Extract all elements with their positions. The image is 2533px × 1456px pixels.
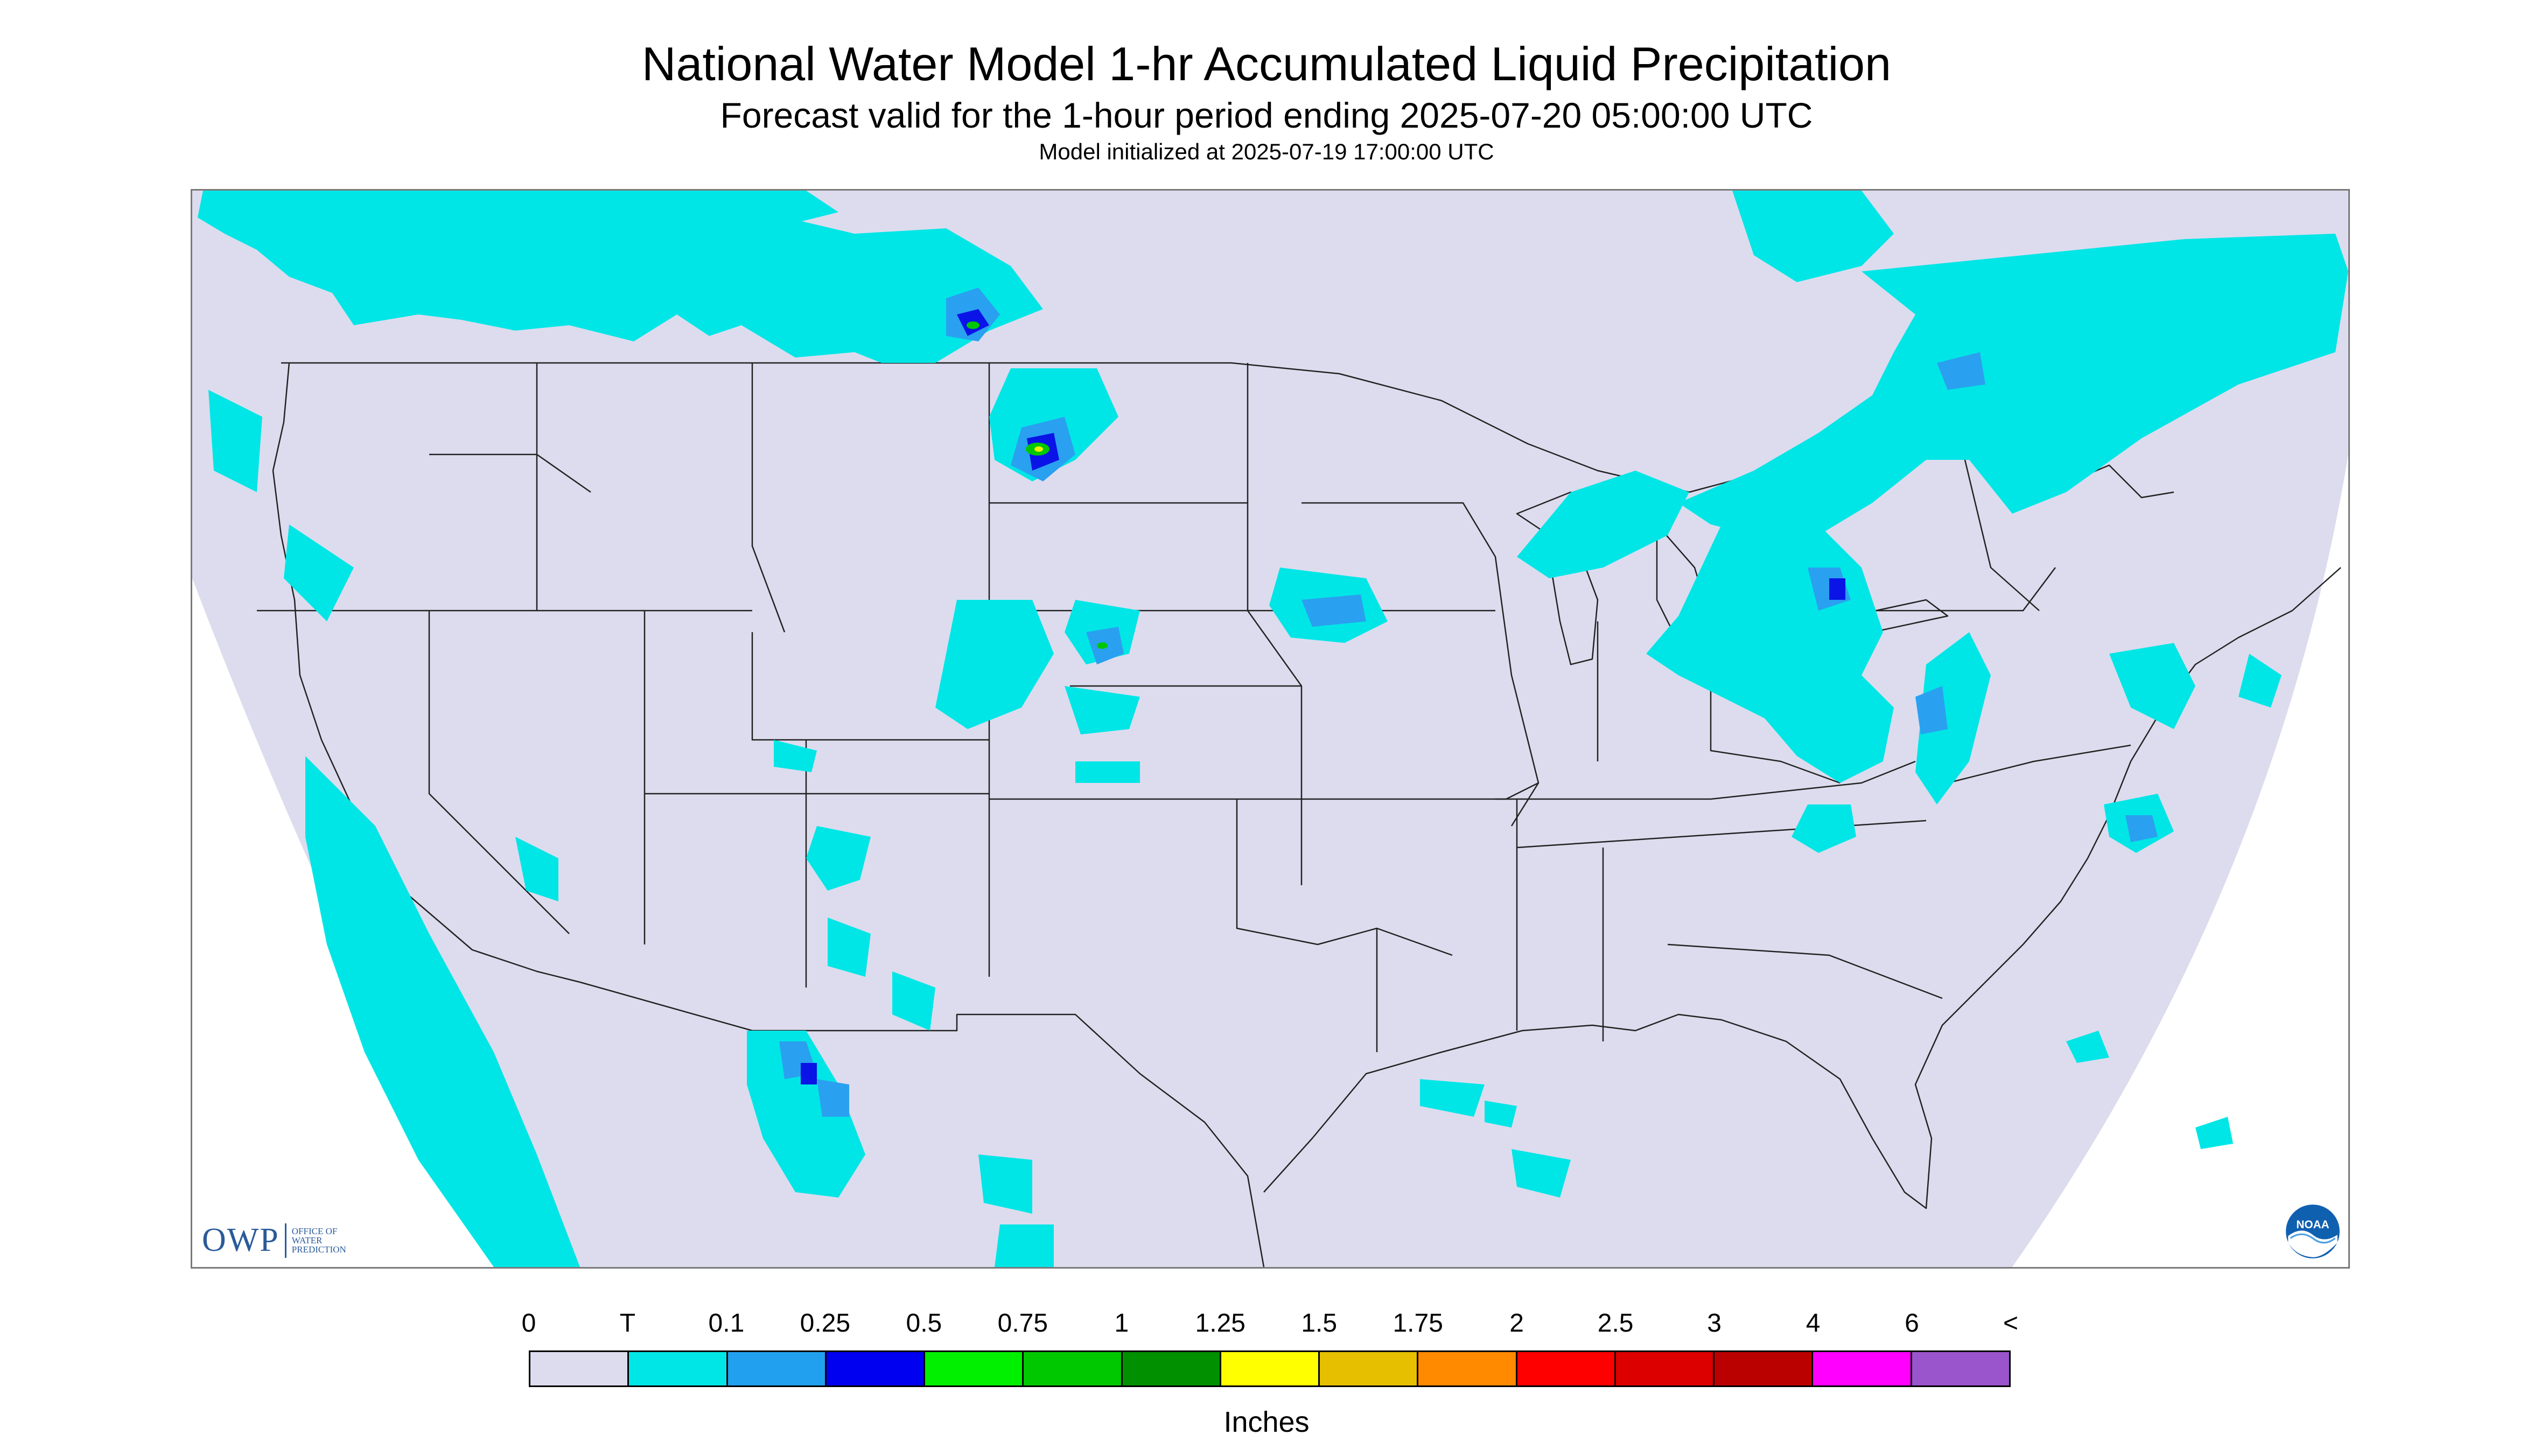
- map-canvas: [192, 191, 2348, 1267]
- legend-tick-label: <: [2003, 1309, 2019, 1338]
- map-title: National Water Model 1-hr Accumulated Li…: [641, 37, 1892, 90]
- legend-swatch: [1024, 1352, 1123, 1385]
- legend-tick-label: T: [619, 1309, 636, 1338]
- noaa-logo-icon: NOAA: [2286, 1205, 2340, 1258]
- legend-units: Inches: [1223, 1406, 1310, 1438]
- legend-swatch: [925, 1352, 1024, 1385]
- legend-tick-label: 0: [521, 1309, 536, 1338]
- owp-logo-block: OWP Office of Water Prediction: [202, 1221, 367, 1259]
- legend-swatch: [1912, 1352, 2009, 1385]
- legend-swatch: [1715, 1352, 1814, 1385]
- legend-swatch: [629, 1352, 728, 1385]
- legend-tick-label: 3: [1707, 1309, 1722, 1338]
- legend-tick-label: 0.1: [708, 1309, 745, 1338]
- noaa-logo-text: NOAA: [2296, 1219, 2329, 1231]
- legend-swatch: [1221, 1352, 1320, 1385]
- state-boundaries: [257, 362, 2341, 1267]
- legend-swatch: [1320, 1352, 1419, 1385]
- owp-text: Office of Water Prediction: [291, 1226, 346, 1255]
- legend-swatch: [530, 1352, 629, 1385]
- legend-swatch: [826, 1352, 926, 1385]
- legend-tick-label: 2.5: [1597, 1309, 1634, 1338]
- legend-tick-label: 0.75: [997, 1309, 1048, 1338]
- legend-tick-label: 6: [1905, 1309, 1919, 1338]
- legend-tick-label: 1.5: [1301, 1309, 1338, 1338]
- legend-swatch: [1517, 1352, 1616, 1385]
- legend-tick-label: 2: [1509, 1309, 1524, 1338]
- owp-divider: [284, 1223, 286, 1258]
- legend-tick-label: 0.25: [800, 1309, 851, 1338]
- legend-swatch: [1418, 1352, 1517, 1385]
- legend-tick-label: 4: [1806, 1309, 1821, 1338]
- legend-tick-label: 1: [1114, 1309, 1129, 1338]
- legend-swatch: [1615, 1352, 1715, 1385]
- legend-tick-label: 1.25: [1195, 1309, 1245, 1338]
- precipitation-map: OWP Office of Water Prediction NOAA: [191, 189, 2350, 1269]
- legend-tick-label: 1.75: [1393, 1309, 1443, 1338]
- init-time-label: Model initialized at 2025-07-19 17:00:00…: [1039, 139, 1494, 164]
- precip-legend: 0 T 0.1 0.25 0.5 0.75 1 1.25 1.5 1.75 2 2.5 3 4 6 <: [522, 1308, 2018, 1387]
- precip-heavy-cores: [967, 321, 1108, 649]
- legend-swatch: [727, 1352, 827, 1385]
- legend-swatch: [1122, 1352, 1221, 1385]
- forecast-subtitle: Forecast valid for the 1-hour period end…: [720, 95, 1813, 135]
- legend-labels: 0 T 0.1 0.25 0.5 0.75 1 1.25 1.5 1.75 2 2.5 3 4 6 <: [522, 1308, 2018, 1341]
- legend-swatch: [1813, 1352, 1912, 1385]
- owp-wordmark: OWP: [202, 1222, 279, 1258]
- legend-tick-label: 0.5: [906, 1309, 942, 1338]
- legend-colorbar: [529, 1350, 2011, 1387]
